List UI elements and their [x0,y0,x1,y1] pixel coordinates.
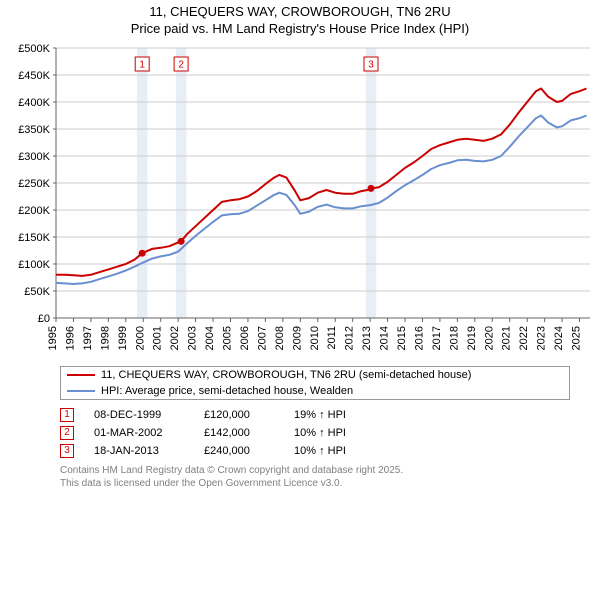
sale-row: 3 18-JAN-2013£240,00010% ↑ HPI [60,442,570,460]
sale-date: 18-JAN-2013 [94,445,204,457]
xtick-label: 1997 [82,326,94,350]
title-line-2: Price paid vs. HM Land Registry's House … [0,21,600,38]
sales-table: 1 08-DEC-1999£120,00019% ↑ HPI 2 01-MAR-200… [60,406,570,460]
xtick-label: 1996 [64,326,76,350]
xtick-label: 2017 [431,326,443,350]
xtick-label: 2012 [344,326,356,350]
ytick-label: £50K [24,286,50,298]
sale-date: 08-DEC-1999 [94,409,204,421]
legend: 11, CHEQUERS WAY, CROWBOROUGH, TN6 2RU (… [60,366,570,400]
xtick-label: 2021 [501,326,513,350]
ytick-label: £400K [18,97,50,109]
ytick-label: £500K [18,43,50,55]
ytick-label: £100K [18,259,50,271]
sale-marker: 3 [60,444,74,458]
xtick-label: 2014 [379,326,391,350]
sale-delta: 19% ↑ HPI [294,409,384,421]
footer: Contains HM Land Registry data © Crown c… [60,464,570,490]
chart-container: £0 £50K £100K £150K £200K £250K £300K £350K £400… [0,40,600,360]
sale-point [367,185,374,192]
xtick-label: 1999 [117,326,129,350]
ytick-label: £450K [18,70,50,82]
legend-swatch [67,374,95,376]
xtick-label: 2016 [413,326,425,350]
legend-item: 11, CHEQUERS WAY, CROWBOROUGH, TN6 2RU (… [61,367,569,383]
sale-delta: 10% ↑ HPI [294,427,384,439]
sale-marker-number: 1 [139,59,145,70]
legend-label: HPI: Average price, semi-detached house,… [101,385,353,397]
sale-row: 2 01-MAR-2002£142,00010% ↑ HPI [60,424,570,442]
sale-point [178,238,185,245]
chart-title-block: 11, CHEQUERS WAY, CROWBOROUGH, TN6 2RU P… [0,0,600,40]
ytick-label: £300K [18,151,50,163]
ytick-label: £350K [18,124,50,136]
ytick-label: £250K [18,178,50,190]
title-line-1: 11, CHEQUERS WAY, CROWBOROUGH, TN6 2RU [0,4,600,21]
xtick-label: 1998 [99,326,111,350]
footer-line-2: This data is licensed under the Open Gov… [60,477,570,490]
sale-price: £120,000 [204,409,294,421]
legend-swatch [67,390,95,392]
series-price_paid [56,88,587,275]
xtick-label: 2025 [571,326,583,350]
xtick-label: 2009 [291,326,303,350]
ytick-label: £150K [18,232,50,244]
ytick-label: £0 [38,313,50,325]
xtick-label: 2001 [152,326,164,350]
xtick-label: 2015 [396,326,408,350]
xtick-label: 2024 [553,326,565,350]
legend-item: HPI: Average price, semi-detached house,… [61,383,569,399]
xtick-label: 2019 [466,326,478,350]
sale-price: £240,000 [204,445,294,457]
xtick-label: 2000 [134,326,146,350]
xtick-label: 2005 [222,326,234,350]
xtick-label: 2008 [274,326,286,350]
sale-delta: 10% ↑ HPI [294,445,384,457]
ytick-label: £200K [18,205,50,217]
xtick-label: 2003 [187,326,199,350]
sale-marker-number: 2 [178,59,184,70]
xtick-label: 2018 [448,326,460,350]
legend-label: 11, CHEQUERS WAY, CROWBOROUGH, TN6 2RU (… [101,369,471,381]
sale-row: 1 08-DEC-1999£120,00019% ↑ HPI [60,406,570,424]
xtick-label: 1995 [47,326,59,350]
xtick-label: 2002 [169,326,181,350]
xtick-label: 2004 [204,326,216,350]
xtick-label: 2013 [361,326,373,350]
price-chart: £0 £50K £100K £150K £200K £250K £300K £350K £400… [0,40,600,360]
xtick-label: 2010 [309,326,321,350]
xtick-label: 2007 [256,326,268,350]
sale-price: £142,000 [204,427,294,439]
xtick-label: 2022 [518,326,530,350]
footer-line-1: Contains HM Land Registry data © Crown c… [60,464,570,477]
sale-point [139,249,146,256]
sale-marker-number: 3 [368,59,374,70]
sale-date: 01-MAR-2002 [94,427,204,439]
xtick-label: 2023 [536,326,548,350]
xtick-label: 2011 [326,326,338,350]
sale-marker: 2 [60,426,74,440]
sale-marker: 1 [60,408,74,422]
xtick-label: 2006 [239,326,251,350]
xtick-label: 2020 [483,326,495,350]
